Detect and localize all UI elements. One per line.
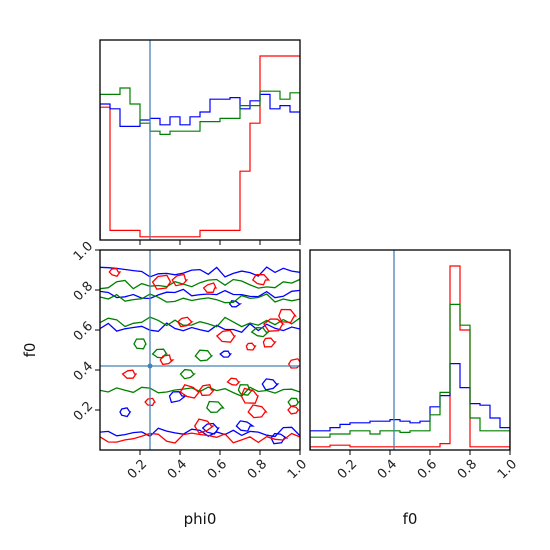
contour-blob-0-0 xyxy=(119,407,132,418)
contour-blob-2-1 xyxy=(121,369,138,379)
f0-hist-x-tick-label-4: 1.0 xyxy=(495,457,520,482)
contour-blob-2-7 xyxy=(202,282,218,293)
contour-blob-2-14 xyxy=(247,404,268,419)
contour-blob-2-19 xyxy=(287,405,300,415)
contour-blob-0-7 xyxy=(270,432,289,445)
phi0-histogram-frame xyxy=(99,39,301,241)
contour-line-0-1 xyxy=(100,322,300,333)
joint-y-tick-label-4: 1.0 xyxy=(71,239,96,264)
contour-blob-2-20 xyxy=(278,308,297,324)
contour-blob-1-4 xyxy=(250,326,270,338)
contour-blob-2-13 xyxy=(245,342,257,351)
contour-blob-2-9 xyxy=(198,383,216,397)
joint-x-tick-label-3: 0.8 xyxy=(245,457,270,482)
phi0-axis-label: phi0 xyxy=(184,510,217,528)
contour-blob-2-12 xyxy=(240,387,259,404)
contour-blob-2-2 xyxy=(144,397,157,407)
contour-blob-1-2 xyxy=(194,349,214,362)
contour-blob-1-5 xyxy=(287,397,300,408)
joint-frame xyxy=(99,249,301,451)
contour-blob-2-4 xyxy=(159,354,175,366)
contour-blob-2-21 xyxy=(179,384,201,399)
contour-blob-2-18 xyxy=(287,358,300,369)
joint-x-tick-label-4: 1.0 xyxy=(285,457,310,482)
joint-y-tick-label-0: 0.2 xyxy=(71,399,96,424)
contour-blob-2-16 xyxy=(262,337,277,348)
histogram-series-2-2 xyxy=(310,303,510,450)
contour-blob-2-11 xyxy=(226,377,241,386)
f0-x-axis-label: f0 xyxy=(403,510,418,528)
contour-line-0-3 xyxy=(100,266,300,278)
contour-blob-1-3 xyxy=(206,400,225,413)
joint-y-tick-label-2: 0.6 xyxy=(71,319,96,344)
histogram-series-0-0 xyxy=(100,55,300,240)
contour-line-1-1 xyxy=(100,316,300,328)
f0-hist-x-tick-label-3: 0.8 xyxy=(455,457,480,482)
f0-histogram-series-group xyxy=(310,250,510,450)
contour-blob-1-0 xyxy=(151,348,168,359)
contour-blob-1-1 xyxy=(179,368,197,380)
contour-blob-2-15 xyxy=(251,273,271,286)
contour-blob-0-2 xyxy=(201,422,220,435)
histogram-series-2-0 xyxy=(310,265,510,450)
contour-line-1-3 xyxy=(100,278,300,290)
f0-hist-x-tick-label-1: 0.4 xyxy=(375,457,400,482)
truth-point xyxy=(147,363,153,369)
contour-blob-2-6 xyxy=(177,316,194,328)
histogram-series-0-1 xyxy=(100,93,300,240)
contour-blob-0-1 xyxy=(168,391,188,404)
f0-y-axis-label: f0 xyxy=(21,343,39,358)
f0-hist-x-tick-label-2: 0.6 xyxy=(415,457,440,482)
joint-x-tick-label-2: 0.6 xyxy=(205,457,230,482)
contour-blob-2-3 xyxy=(151,274,172,290)
contour-line-0-2 xyxy=(100,288,300,300)
phi0-f0-contour-panel: 0.2 0.4 0.6 0.8 1.0 0.2 0.4 0.6 0.8 1.0 xyxy=(71,239,310,482)
histogram-series-0-2 xyxy=(100,87,300,240)
joint-x-tick-label-1: 0.4 xyxy=(165,457,190,482)
contour-blob-2-0 xyxy=(108,267,122,277)
f0-hist-x-tick-label-0: 0.2 xyxy=(335,457,360,482)
contour-blob-2-5 xyxy=(171,273,189,287)
joint-contour-group xyxy=(100,266,300,445)
phi0-histogram-series-group xyxy=(100,40,300,240)
contour-line-1-2 xyxy=(100,293,300,304)
f0-histogram-frame xyxy=(309,249,511,451)
contour-line-2-0 xyxy=(100,432,300,444)
contour-blob-0-5 xyxy=(261,378,280,391)
contour-blob-2-17 xyxy=(263,318,285,332)
contour-blob-2-10 xyxy=(215,329,237,343)
f0-histogram-panel: 0.2 0.4 0.6 0.8 1.0 xyxy=(309,249,520,482)
contour-blob-2-8 xyxy=(193,418,216,434)
joint-x-tick-label-0: 0.2 xyxy=(125,457,150,482)
joint-y-tick-label-1: 0.4 xyxy=(71,359,96,384)
contour-blob-0-3 xyxy=(219,350,233,358)
joint-y-tick-label-3: 0.8 xyxy=(71,279,96,304)
contour-line-0-0 xyxy=(100,426,300,438)
phi0-histogram-panel xyxy=(99,39,301,245)
contour-blob-0-4 xyxy=(235,420,255,432)
histogram-series-2-1 xyxy=(310,363,510,450)
contour-blob-1-6 xyxy=(133,338,147,350)
